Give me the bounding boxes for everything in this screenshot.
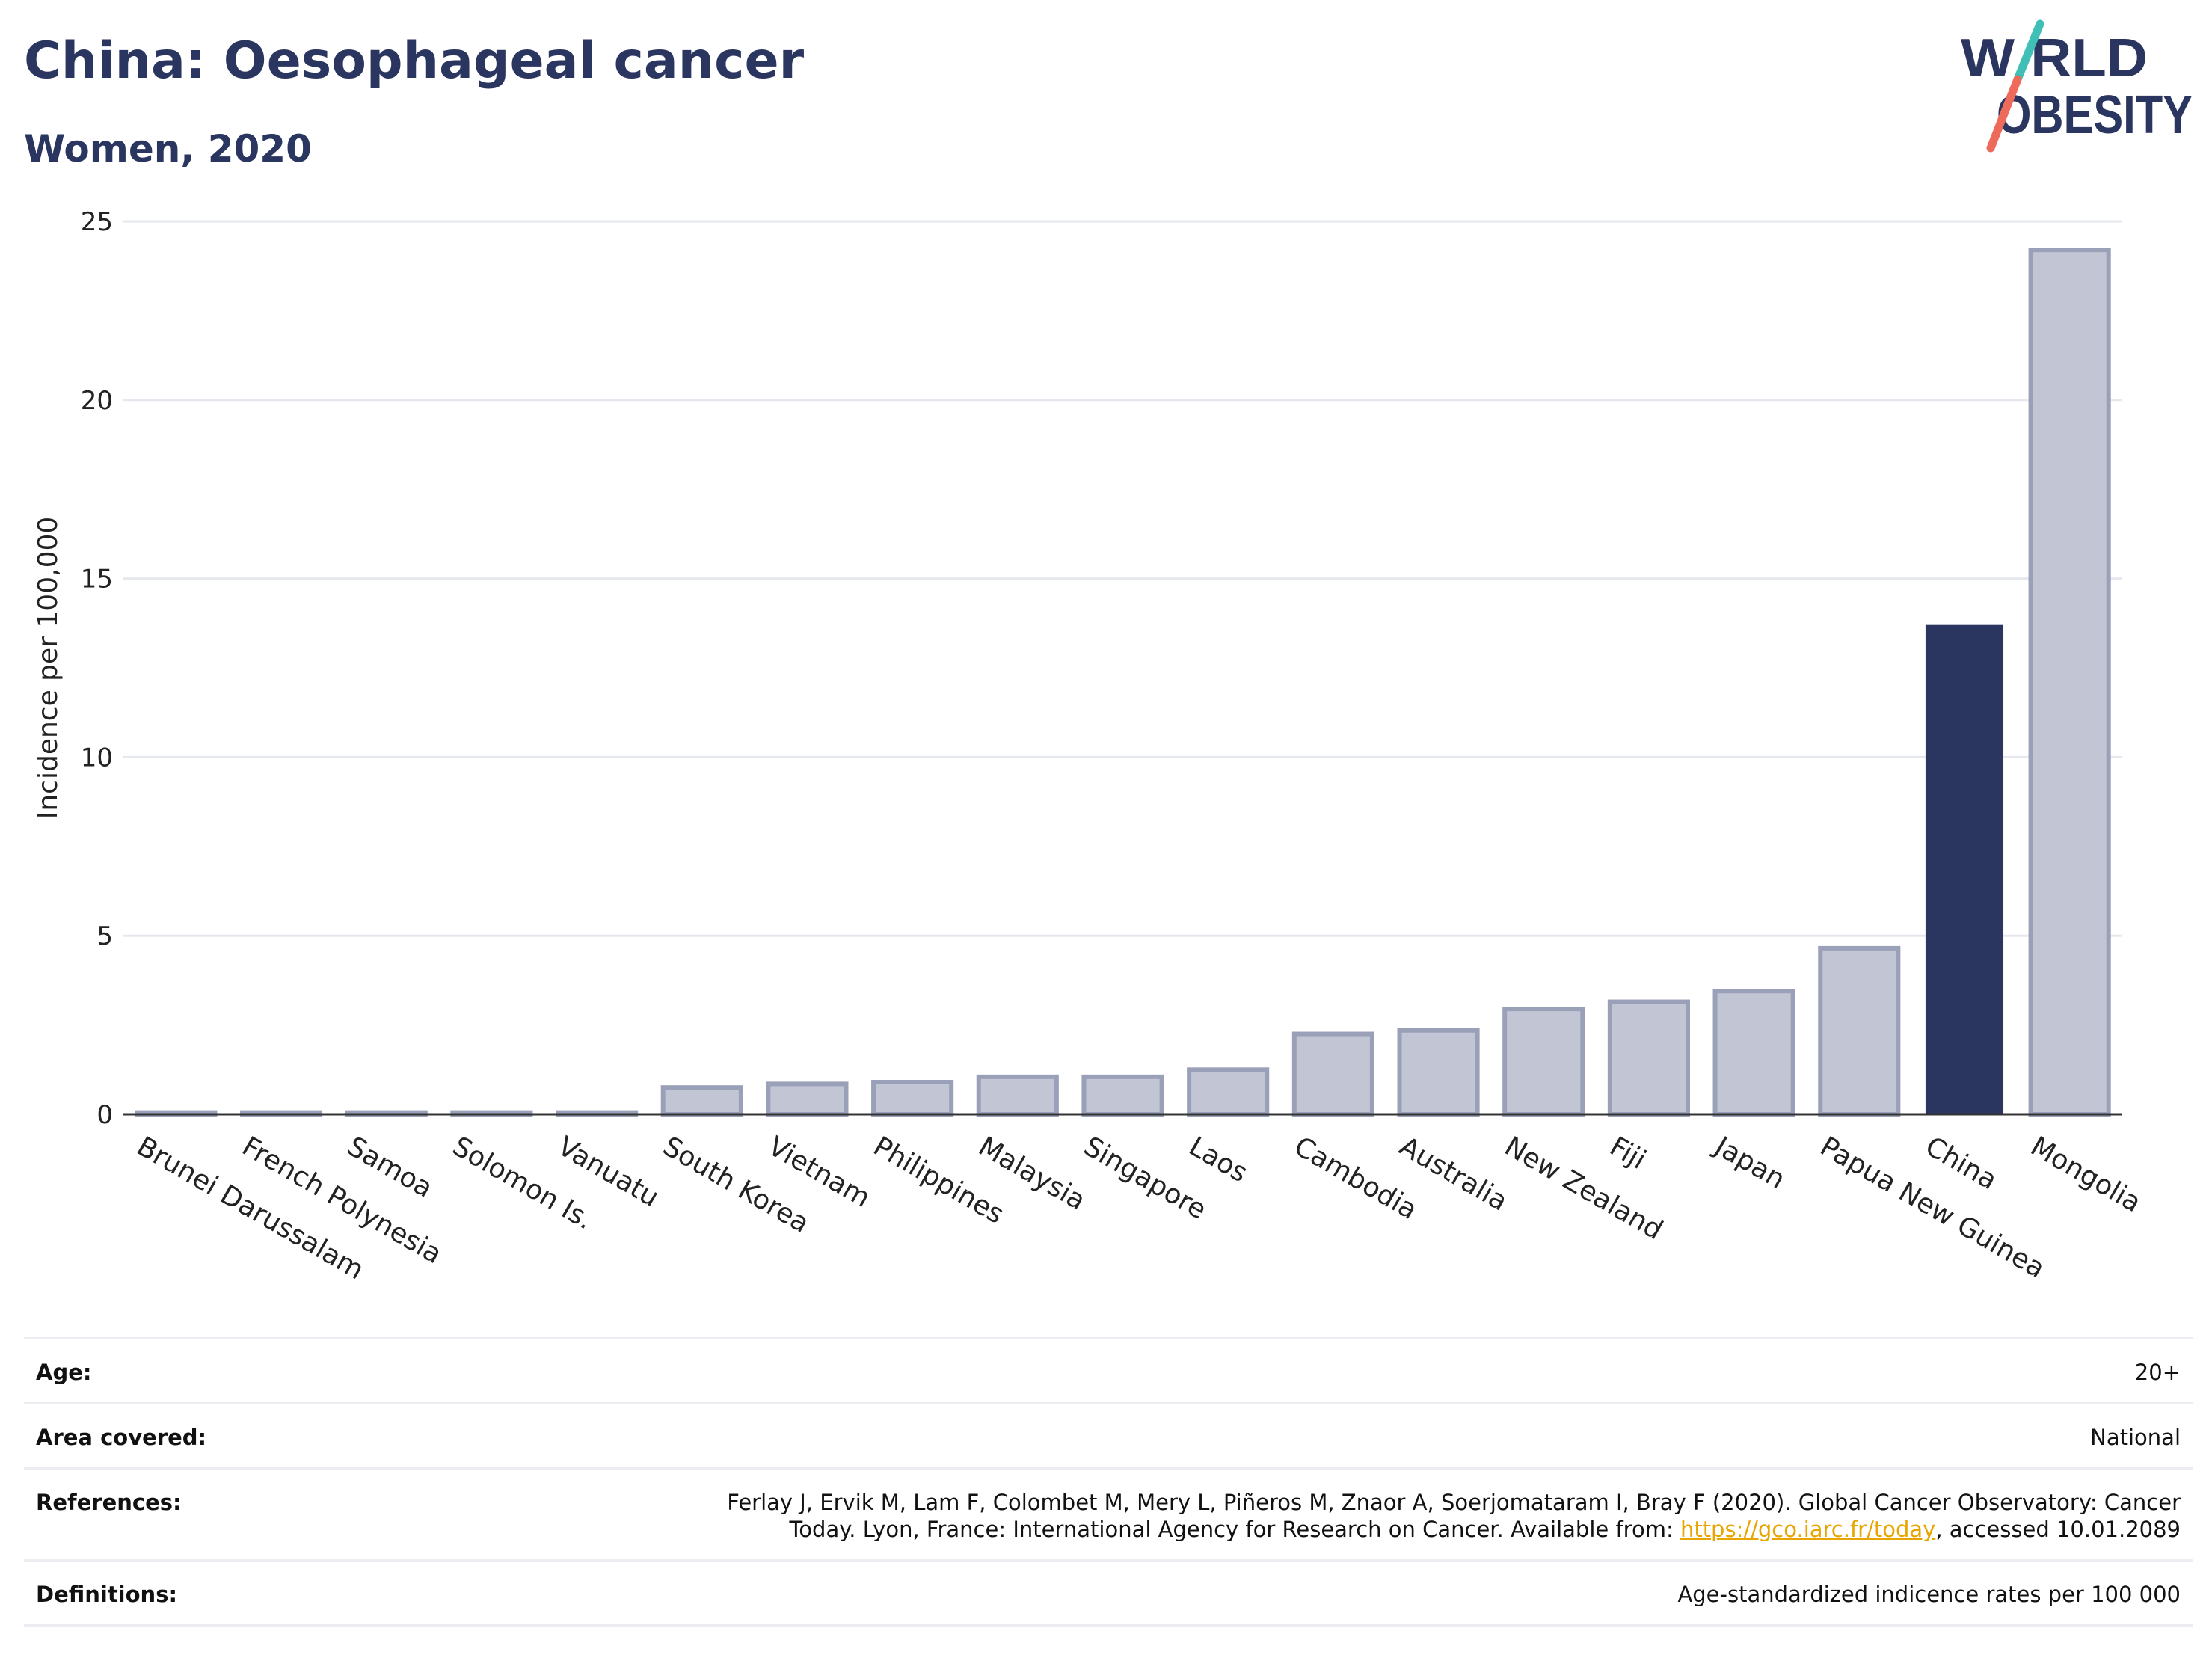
area-value: National: [2090, 1425, 2181, 1450]
bar-cambodia: [1291, 1031, 1374, 1117]
y-tick-label: 0: [96, 1100, 113, 1130]
chart-subtitle: Women, 2020: [24, 127, 312, 171]
definitions-label: Definitions:: [36, 1582, 178, 1607]
y-tick-label: 20: [81, 386, 113, 416]
logo-slash-coral: [1986, 75, 2022, 153]
y-tick-labels: 0 5 10 15 20 25: [81, 207, 113, 1130]
y-tick-label: 15: [81, 565, 113, 595]
footer-row-area: Area covered: National: [24, 1402, 2193, 1467]
bar-japan: [1712, 989, 1795, 1117]
info-table: Age: 20+ Area covered: National Referenc…: [24, 1337, 2193, 1627]
age-value: 20+: [2134, 1360, 2181, 1385]
references-line2-post: , accessed 10.01.2089: [1935, 1517, 2181, 1542]
bar-south-korea: [660, 1085, 743, 1117]
bar-singapore: [1081, 1074, 1164, 1117]
bar-mongolia: [2028, 248, 2111, 1117]
references-link[interactable]: https://gco.iarc.fr/today: [1680, 1517, 1936, 1542]
y-tick-label: 5: [96, 921, 113, 951]
definitions-value: Age-standardized indicence rates per 100…: [1677, 1582, 2181, 1607]
y-tick-label: 10: [81, 743, 113, 773]
x-tick-label: Fiji: [1605, 1131, 1651, 1176]
bar-papua-new-guinea: [1818, 945, 1901, 1117]
bar-laos: [1187, 1067, 1270, 1117]
logo-text-world: W RLD: [1961, 28, 2148, 88]
bar-vietnam: [766, 1081, 849, 1117]
bar-australia: [1397, 1028, 1480, 1117]
x-tick-label: Japan: [1709, 1130, 1790, 1195]
references-line1: Ferlay J, Ervik M, Lam F, Colombet M, Me…: [727, 1490, 2181, 1515]
bar-china: [1925, 624, 2004, 1114]
y-tick-label: 25: [81, 207, 113, 237]
references-line2-pre: Today. Lyon, France: International Agenc…: [789, 1517, 1680, 1542]
gridlines: [123, 220, 2122, 937]
bar-philippines: [871, 1080, 954, 1117]
area-label: Area covered:: [36, 1425, 207, 1450]
bar-new-zealand: [1502, 1007, 1585, 1117]
x-tick-label: China: [1920, 1131, 2003, 1196]
bar-malaysia: [976, 1074, 1059, 1117]
footer-row-age: Age: 20+: [24, 1337, 2193, 1402]
y-axis-title: Incidence per 100,000: [33, 517, 64, 820]
references-label: References:: [36, 1490, 182, 1515]
bar-fiji: [1607, 999, 1690, 1117]
logo-text-obesity: OBESITY: [1997, 85, 2193, 145]
world-obesity-logo: W RLD OBESITY: [1961, 19, 2193, 153]
footer-row-references: References: Ferlay J, Ervik M, Lam F, Co…: [24, 1467, 2193, 1559]
bars: [135, 248, 2111, 1117]
age-label: Age:: [36, 1360, 92, 1385]
logo-slash-teal: [2013, 19, 2044, 84]
references-value: Ferlay J, Ervik M, Lam F, Colombet M, Me…: [410, 1489, 2181, 1543]
chart-title: China: Oesophageal cancer: [24, 31, 805, 90]
footer-row-definitions: Definitions: Age-standardized indicence …: [24, 1559, 2193, 1627]
x-tick-label: Mongolia: [2025, 1131, 2146, 1218]
x-tick-label: Laos: [1184, 1131, 1253, 1188]
